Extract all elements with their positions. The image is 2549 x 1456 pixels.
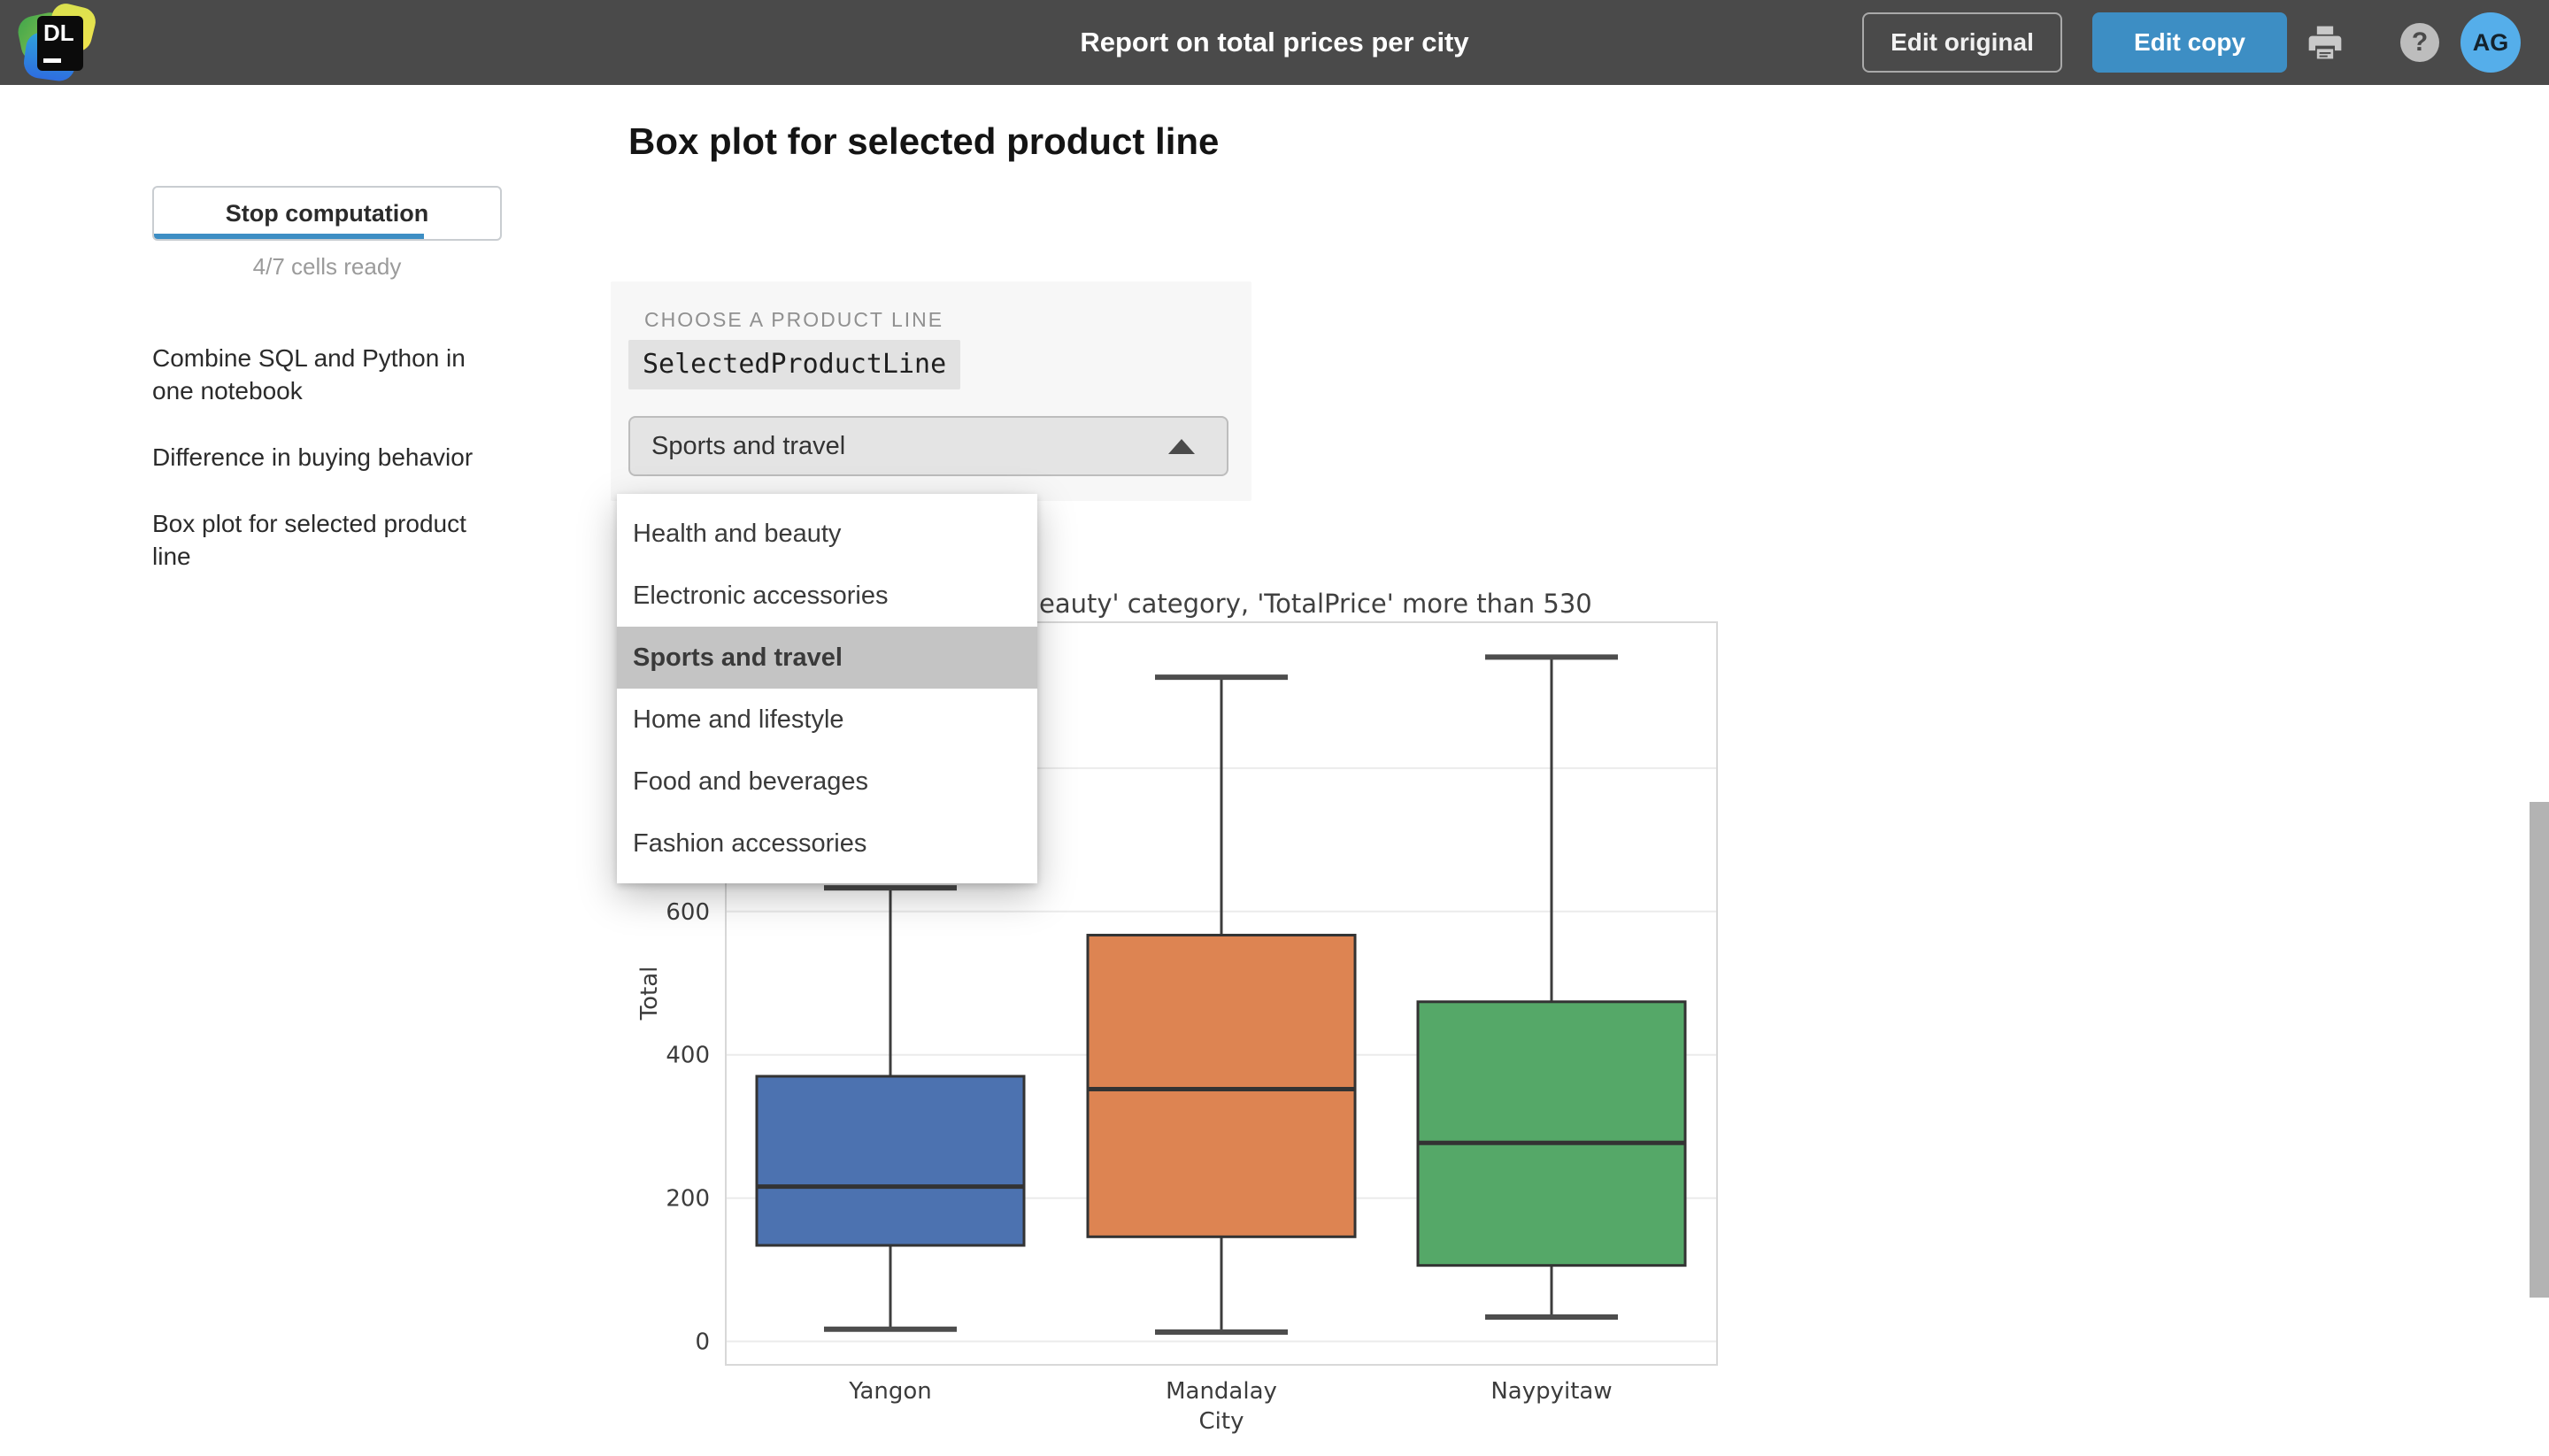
top-bar: DL Report on total prices per city Edit … (0, 0, 2549, 85)
sidebar-item-box-plot[interactable]: Box plot for selected product line (152, 510, 466, 570)
variable-name-chip: SelectedProductLine (628, 340, 961, 389)
box-mandalay (1086, 674, 1357, 1335)
product-line-select[interactable]: Sports and travel (628, 416, 1228, 476)
logo-underscore (43, 58, 61, 63)
box-naypyitaw (1416, 654, 1687, 1320)
product-line-control-card: CHOOSE A PRODUCT LINE SelectedProductLin… (611, 281, 1251, 501)
print-icon[interactable] (2305, 23, 2345, 62)
edit-original-button[interactable]: Edit original (1862, 12, 2062, 73)
y-tick-label: 600 (666, 899, 710, 926)
x-tick-label: Mandalay (1166, 1378, 1277, 1405)
product-line-dropdown-menu: Health and beauty Electronic accessories… (617, 494, 1037, 883)
stop-computation-button[interactable]: Stop computation (152, 186, 502, 241)
chevron-up-icon (1168, 439, 1195, 454)
chart-title-fragment: eauty' category, 'TotalPrice' more than … (1039, 589, 1592, 619)
vertical-scrollbar-thumb[interactable] (2530, 802, 2549, 1298)
menu-item-sports-and-travel[interactable]: Sports and travel (617, 627, 1037, 689)
report-outline: Combine SQL and Python in one notebook D… (152, 342, 506, 606)
help-icon[interactable]: ? (2400, 23, 2439, 62)
computation-progress (154, 234, 424, 239)
x-axis-label: City (1199, 1408, 1244, 1435)
y-tick-label: 200 (666, 1186, 710, 1213)
edit-copy-button[interactable]: Edit copy (2092, 12, 2287, 73)
y-axis-label: Total (636, 967, 663, 1021)
sidebar-item-combine-sql-python[interactable]: Combine SQL and Python in one notebook (152, 344, 466, 404)
y-tick-label: 0 (695, 1329, 710, 1356)
control-label: CHOOSE A PRODUCT LINE (644, 308, 944, 331)
sidebar-item-difference-buying-behavior[interactable]: Difference in buying behavior (152, 443, 474, 471)
report-title: Report on total prices per city (1080, 27, 1469, 58)
datalore-logo-icon[interactable]: DL (15, 0, 99, 83)
menu-item-food-and-beverages[interactable]: Food and beverages (633, 767, 869, 796)
page-title: Box plot for selected product line (628, 120, 1220, 162)
avatar[interactable]: AG (2460, 12, 2521, 73)
menu-item-health-and-beauty[interactable]: Health and beauty (633, 520, 842, 548)
menu-item-home-and-lifestyle[interactable]: Home and lifestyle (633, 705, 844, 734)
y-tick-label: 400 (666, 1043, 710, 1069)
box-yangon (755, 885, 1026, 1332)
menu-item-electronic-accessories[interactable]: Electronic accessories (633, 582, 889, 610)
stop-computation-label: Stop computation (225, 200, 429, 227)
menu-item-fashion-accessories[interactable]: Fashion accessories (633, 829, 867, 858)
cells-ready-status: 4/7 cells ready (252, 253, 402, 280)
select-value: Sports and travel (651, 432, 846, 460)
x-tick-label: Naypyitaw (1490, 1378, 1612, 1405)
x-tick-label: Yangon (848, 1378, 932, 1405)
